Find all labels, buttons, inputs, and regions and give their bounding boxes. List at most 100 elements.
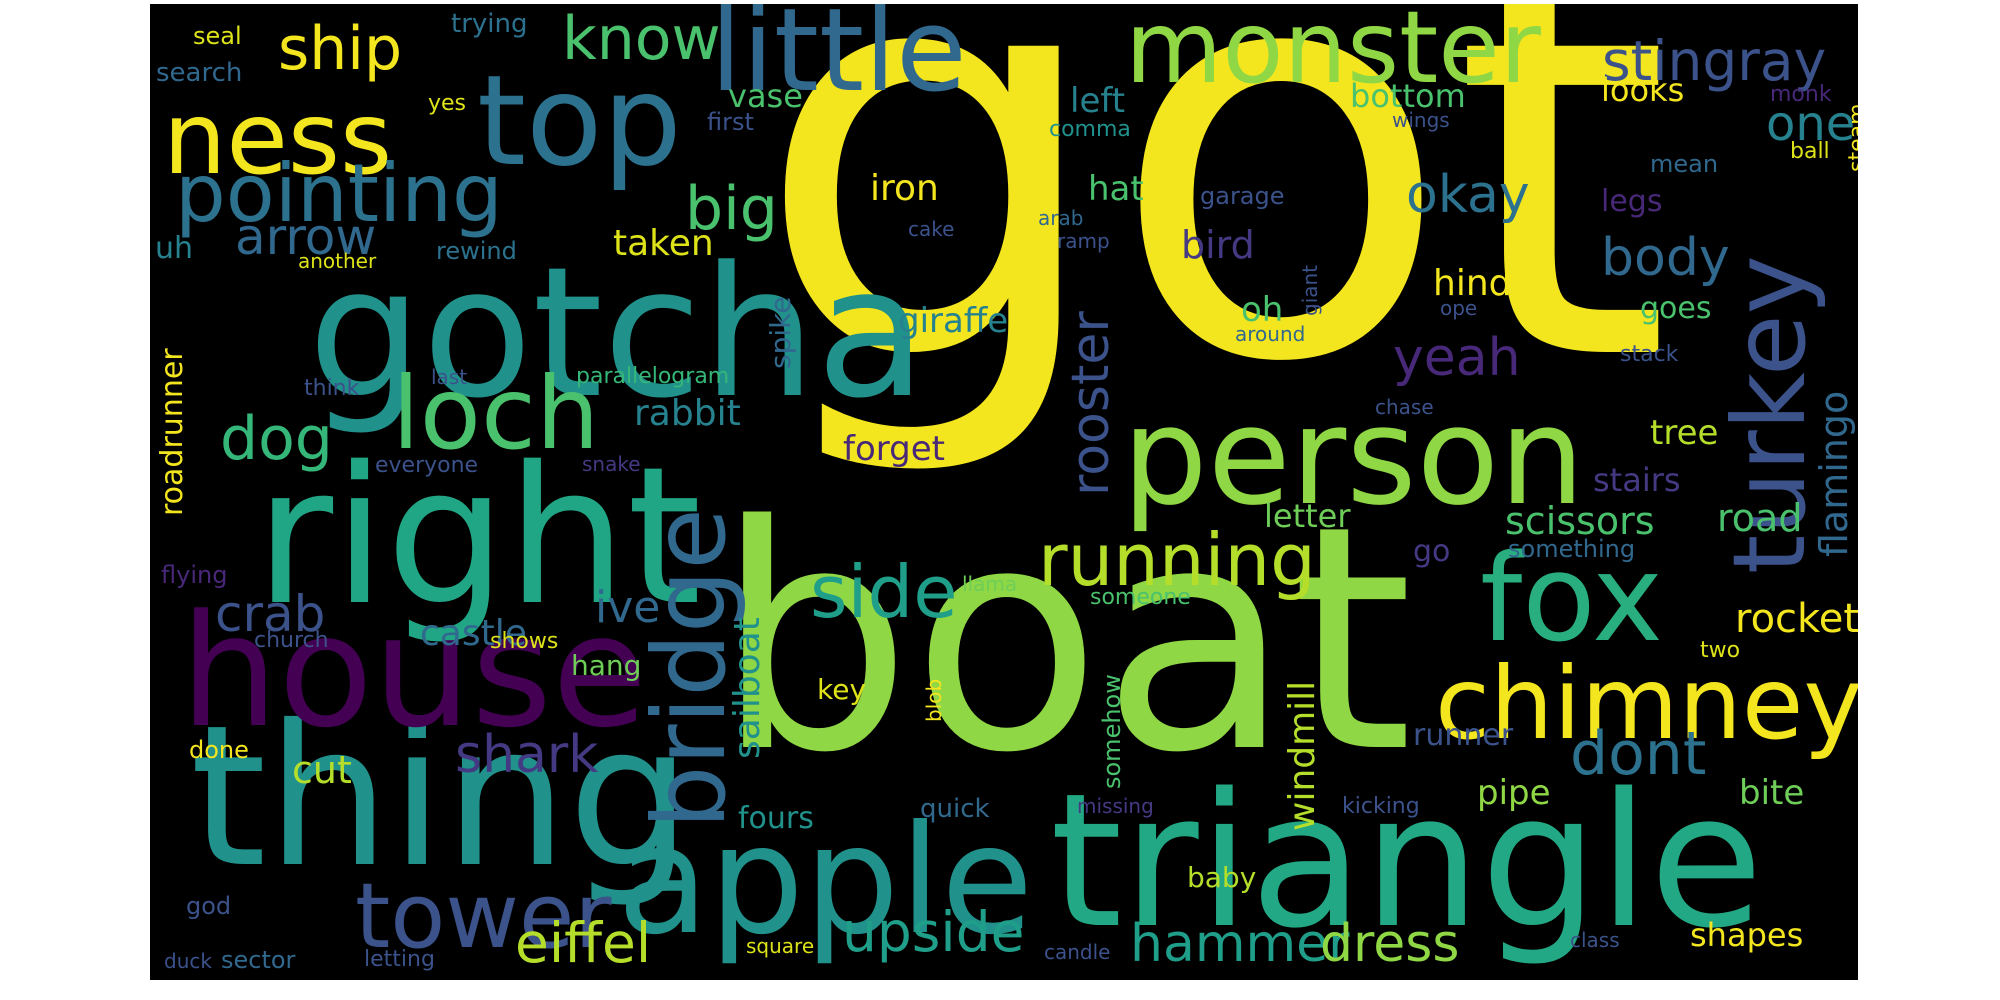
word-everyone: everyone: [375, 453, 479, 478]
word-snake: snake: [582, 452, 641, 476]
word-missing: missing: [1077, 794, 1154, 818]
word-class: class: [1570, 928, 1620, 952]
word-cut: cut: [292, 748, 352, 792]
word-tower: tower: [355, 864, 612, 969]
word-legs: legs: [1601, 184, 1663, 219]
word-another: another: [298, 249, 377, 273]
word-fox: fox: [1480, 530, 1663, 669]
word-roadrunner: roadrunner: [155, 348, 190, 516]
word-around: around: [1235, 322, 1306, 346]
word-got: got: [754, 4, 1672, 485]
word-flamingo: flamingo: [1812, 390, 1856, 557]
word-tree: tree: [1650, 413, 1719, 453]
word-baby: baby: [1187, 861, 1257, 894]
word-cloud: got boat gotcha right thing house triang…: [150, 4, 1858, 980]
word-ive: ive: [595, 582, 661, 633]
word-okay: okay: [1406, 165, 1530, 225]
word-person: person: [1122, 378, 1585, 535]
word-one: one: [1766, 96, 1856, 152]
word-first: first: [707, 108, 754, 136]
word-fours: fours: [738, 801, 814, 836]
word-bird: bird: [1181, 223, 1255, 267]
word-giant: giant: [1298, 264, 1322, 316]
word-mean: mean: [1650, 150, 1719, 178]
word-done: done: [189, 736, 249, 764]
word-god: god: [186, 892, 232, 920]
word-hang: hang: [571, 649, 642, 682]
word-hat: hat: [1088, 169, 1144, 209]
word-scissors: scissors: [1505, 499, 1655, 543]
word-arab: arab: [1038, 206, 1084, 230]
word-triangle: triangle: [1050, 753, 1764, 969]
word-taken: taken: [613, 223, 714, 264]
word-trying: trying: [451, 9, 528, 39]
word-chase: chase: [1375, 395, 1434, 419]
word-church: church: [254, 628, 329, 653]
word-giraffe: giraffe: [898, 301, 1009, 341]
word-rewind: rewind: [436, 237, 517, 265]
word-goes: goes: [1640, 291, 1712, 326]
word-hind: hind: [1433, 263, 1512, 304]
word-dont: dont: [1570, 719, 1707, 789]
word-yes: yes: [428, 91, 467, 116]
word-llama: llama: [962, 572, 1018, 596]
word-rocket: rocket: [1735, 596, 1858, 642]
word-boat: boat: [715, 460, 1413, 821]
word-bite: bite: [1739, 773, 1805, 813]
word-letting: letting: [364, 947, 435, 972]
word-flying: flying: [161, 561, 228, 589]
word-thing: thing: [190, 683, 692, 910]
word-ball: ball: [1790, 139, 1830, 164]
word-dog: dog: [220, 404, 333, 474]
word-letter: letter: [1264, 497, 1351, 535]
word-steam: steam: [1845, 103, 1858, 172]
word-seal: seal: [193, 22, 242, 50]
word-runner: runner: [1413, 718, 1514, 753]
word-quick: quick: [920, 794, 990, 824]
word-apple: apple: [617, 794, 1034, 968]
word-ramp: ramp: [1057, 229, 1110, 253]
word-something: something: [1508, 535, 1636, 563]
word-shows: shows: [490, 629, 559, 654]
word-oh: oh: [1241, 290, 1284, 330]
word-ope: ope: [1440, 296, 1478, 320]
word-search: search: [156, 58, 243, 88]
word-last: last: [431, 365, 468, 389]
word-key: key: [817, 673, 867, 706]
word-blob: blob: [922, 678, 946, 722]
word-arrow: arrow: [235, 208, 377, 266]
word-crab: crab: [215, 585, 326, 643]
word-top: top: [477, 49, 682, 194]
word-uh: uh: [155, 231, 194, 266]
word-ship: ship: [278, 14, 403, 84]
word-monster: monster: [1125, 4, 1541, 106]
word-rabbit: rabbit: [634, 393, 741, 434]
word-square: square: [746, 934, 815, 958]
word-duck: duck: [164, 949, 212, 973]
word-running: running: [1038, 518, 1316, 602]
word-shapes: shapes: [1690, 916, 1804, 954]
word-cake: cake: [908, 217, 955, 241]
word-house: house: [180, 581, 648, 762]
word-windmill: windmill: [1282, 680, 1323, 831]
word-big: big: [685, 174, 778, 244]
word-eiffel: eiffel: [515, 911, 652, 975]
word-someone: someone: [1090, 585, 1191, 610]
word-looks: looks: [1601, 71, 1685, 109]
word-dress: dress: [1320, 914, 1460, 974]
word-castle: castle: [420, 613, 527, 654]
word-go: go: [1413, 534, 1451, 569]
word-pipe: pipe: [1477, 773, 1551, 813]
word-sailboat: sailboat: [727, 617, 768, 759]
word-spike: spike: [764, 296, 797, 369]
word-right: right: [255, 426, 702, 647]
word-stack: stack: [1620, 342, 1679, 367]
word-side: side: [810, 550, 958, 634]
word-little: little: [710, 4, 967, 118]
word-upside: upside: [842, 900, 1025, 964]
word-shark: shark: [455, 725, 599, 785]
word-kicking: kicking: [1342, 794, 1420, 819]
word-ness: ness: [163, 80, 393, 197]
word-iron: iron: [870, 168, 939, 209]
word-two: two: [1700, 638, 1741, 663]
